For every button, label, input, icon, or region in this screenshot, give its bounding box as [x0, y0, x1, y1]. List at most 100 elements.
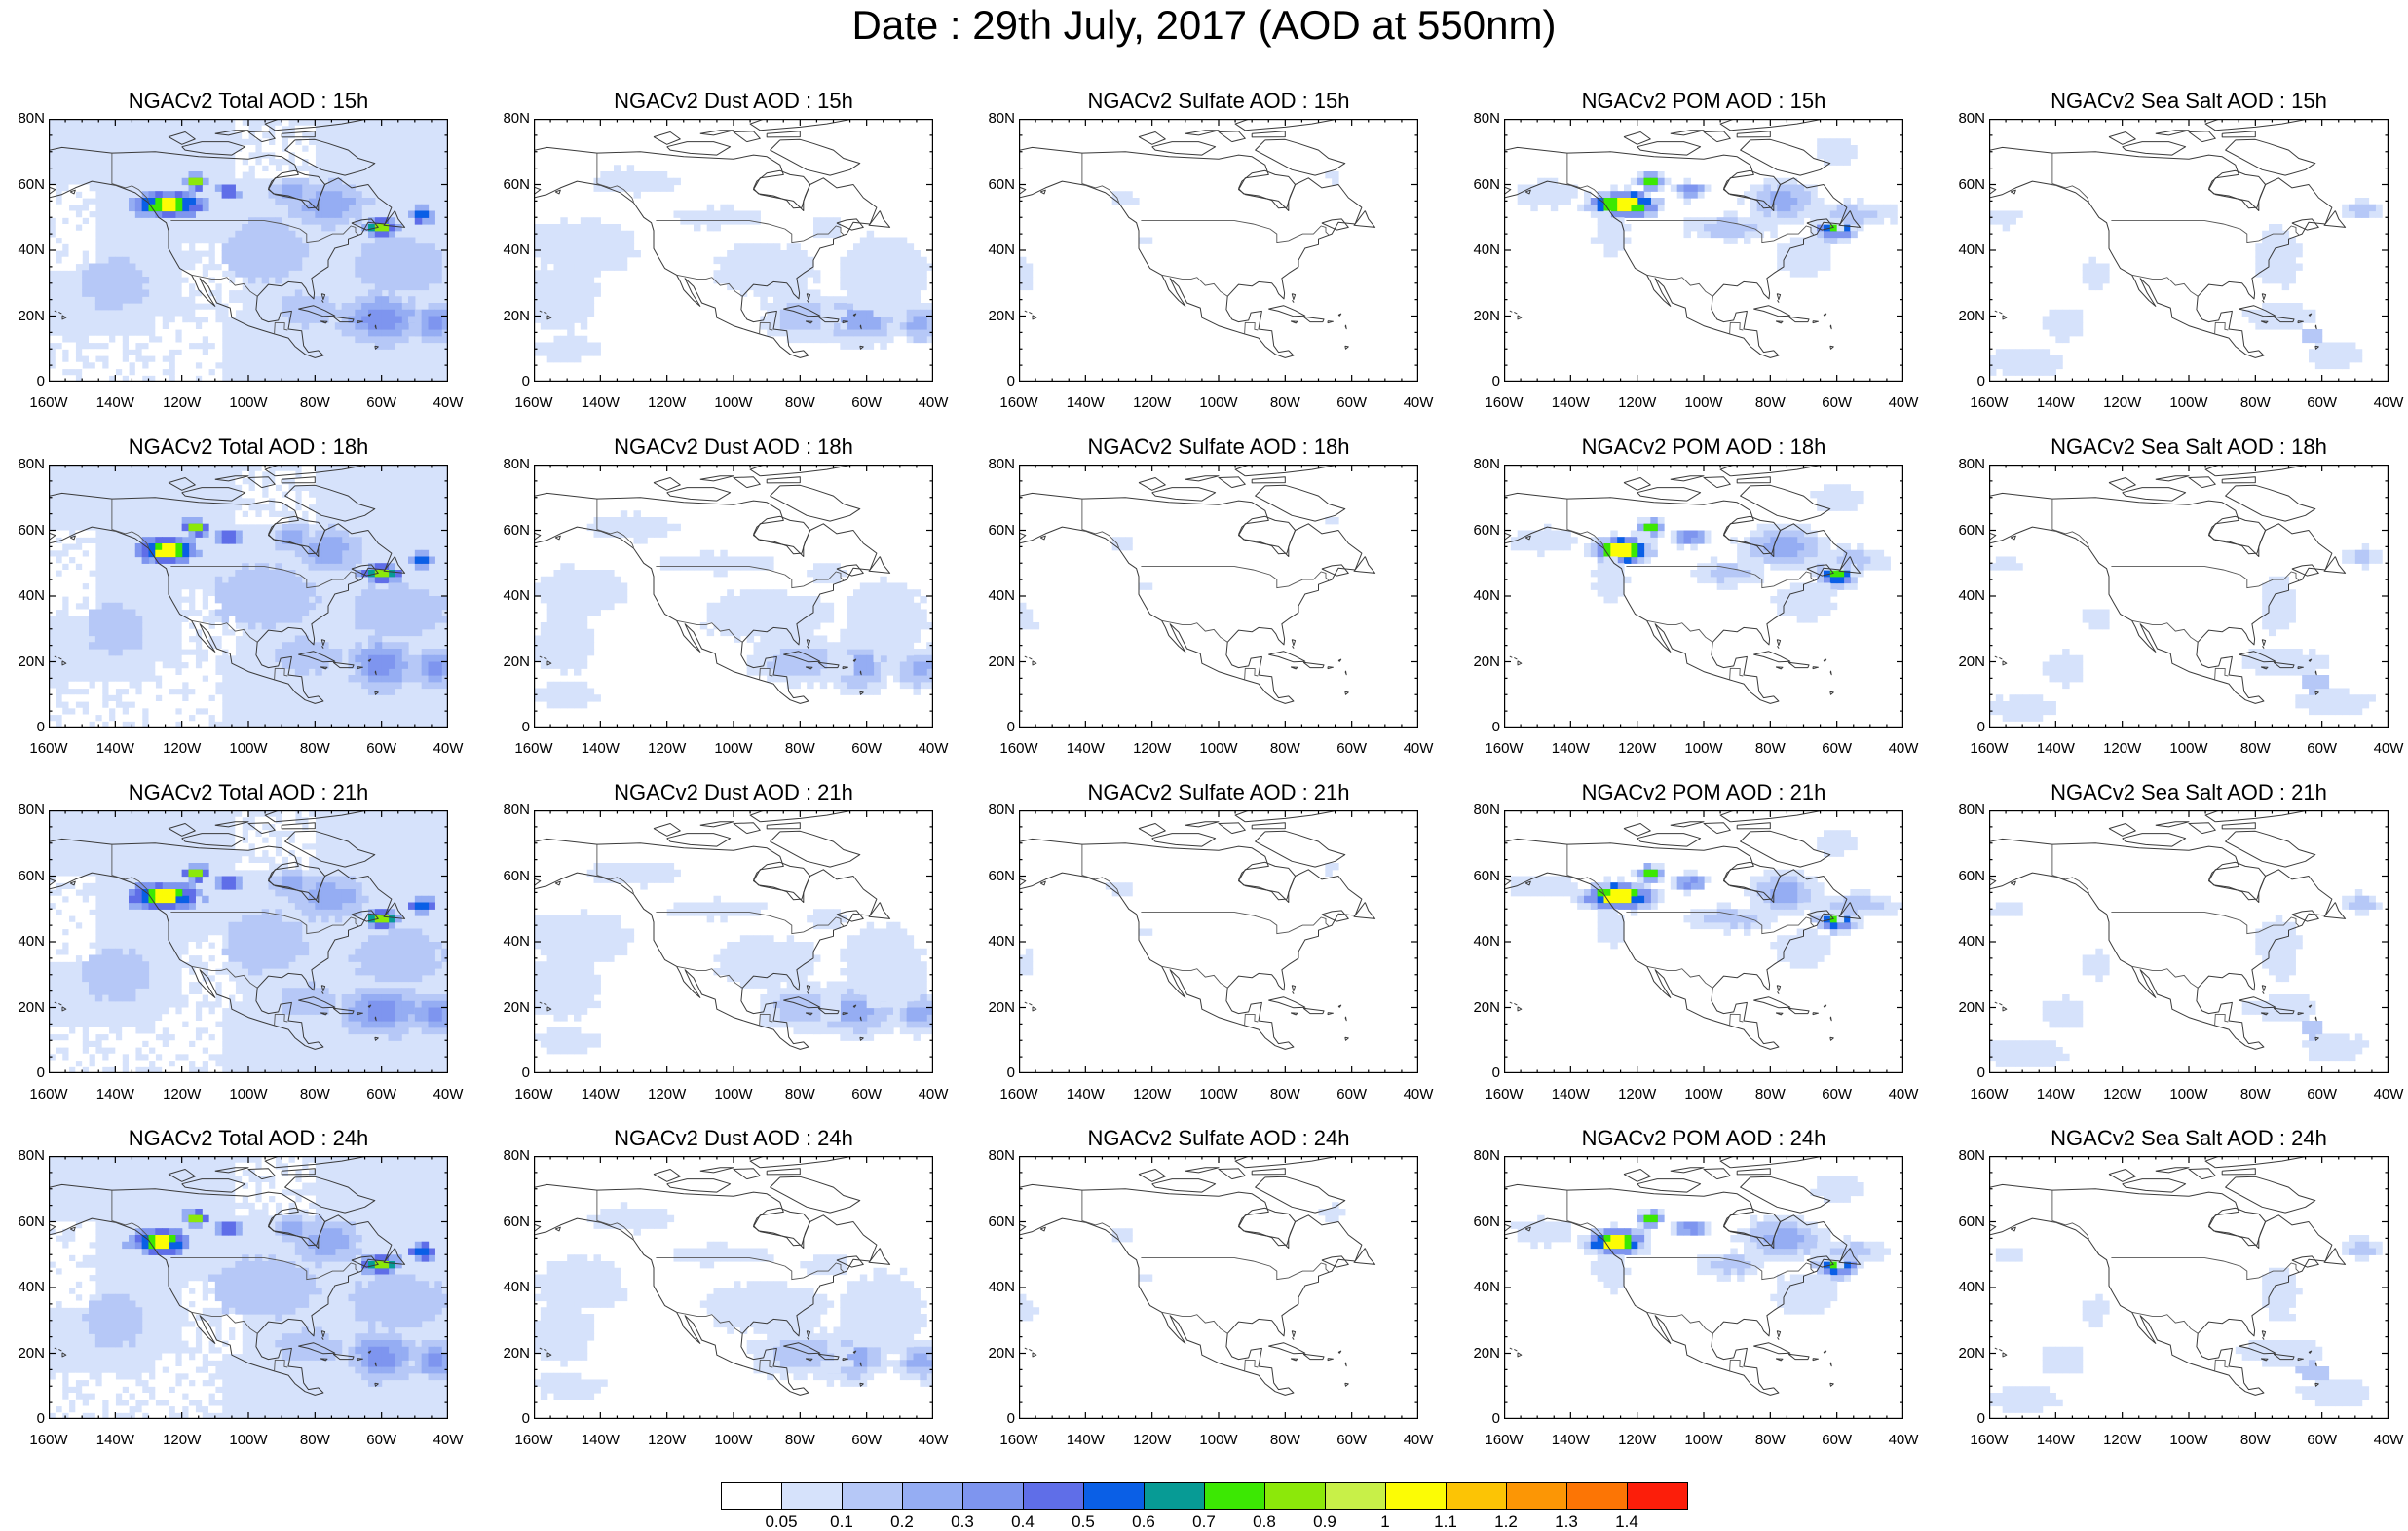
- lon-tick-label: 140W: [2036, 394, 2075, 411]
- country-borders: [596, 153, 845, 335]
- lon-tick-label: 40W: [2373, 394, 2404, 411]
- lat-tick-label: 20N: [18, 653, 45, 670]
- coastline: [1504, 810, 1862, 1050]
- lat-tick-label: 80N: [18, 110, 45, 127]
- lon-tick-label: 80W: [1754, 1432, 1786, 1448]
- colorbar-box: [1083, 1482, 1145, 1510]
- map-panel: NGACv2 Sea Salt AOD : 15h 80N 60N 40N 20N 0 16…: [1950, 90, 2408, 421]
- lat-tick-label: 60N: [1473, 175, 1500, 193]
- lat-tick-label: 20N: [18, 307, 45, 324]
- map-panel: NGACv2 Total AOD : 21h 80N 60N 40N 20N 0 160W 1…: [10, 781, 477, 1112]
- lon-tick-label: 140W: [1551, 740, 1590, 757]
- aod-field: [1989, 543, 2383, 722]
- map-panel: NGACv2 Total AOD : 18h 80N 60N 40N 20N 0 160W 1…: [10, 435, 477, 766]
- lat-tick-label: 20N: [18, 998, 45, 1016]
- lon-tick-label: 60W: [366, 394, 397, 411]
- lon-tick-label: 100W: [229, 740, 268, 757]
- lon-tick-label: 100W: [714, 1432, 753, 1448]
- map-panel: NGACv2 Total AOD : 15h 80N 60N 40N 20N 0 160W 1…: [10, 90, 477, 421]
- lat-tick-label: 80N: [1958, 110, 1985, 127]
- lon-tick-label: 140W: [1551, 394, 1590, 411]
- coastline: [534, 810, 891, 1050]
- lon-tick-label: 60W: [2307, 1086, 2338, 1102]
- panel-title: NGACv2 Sulfate AOD : 18h: [1087, 434, 1350, 459]
- lon-tick-label: 140W: [95, 740, 134, 757]
- panel-title: NGACv2 Sea Salt AOD : 18h: [2051, 434, 2327, 459]
- lon-tick-label: 40W: [2373, 740, 2404, 757]
- lon-tick-label: 80W: [1269, 1432, 1300, 1448]
- panel-title: NGACv2 Dust AOD : 15h: [614, 89, 853, 113]
- lon-tick-label: 120W: [2103, 1086, 2142, 1102]
- lat-tick-label: 20N: [503, 998, 530, 1016]
- lat-tick-label: 60N: [18, 175, 45, 193]
- aod-field: [1510, 1176, 1891, 1315]
- map-panel: NGACv2 Dust AOD : 24h 80N 60N 40N 20N 0 160W 14…: [495, 1127, 962, 1458]
- aod-field: [1989, 198, 2383, 376]
- lat-tick-label: 80N: [988, 456, 1015, 472]
- lon-tick-label: 100W: [229, 1432, 268, 1448]
- aod-map: [1019, 1156, 1418, 1419]
- panel-title: NGACv2 POM AOD : 18h: [1581, 434, 1826, 459]
- lon-tick-label: 60W: [1822, 740, 1853, 757]
- lon-tick-label: 80W: [1269, 740, 1300, 757]
- lon-tick-label: 160W: [29, 1432, 68, 1448]
- colorbar-label: 1: [1380, 1512, 1390, 1531]
- panel-title: NGACv2 Sea Salt AOD : 24h: [2051, 1126, 2327, 1150]
- lon-tick-label: 60W: [2307, 1432, 2338, 1448]
- colorbar-box: [902, 1482, 963, 1510]
- lat-tick-label: 20N: [18, 1344, 45, 1362]
- aod-map: [1019, 810, 1418, 1073]
- axis-ticks: [1019, 119, 1418, 382]
- lon-tick-label: 60W: [851, 1086, 883, 1102]
- lon-tick-label: 40W: [918, 1086, 949, 1102]
- lat-tick-label: 0: [1491, 1410, 1500, 1427]
- aod-field: [1989, 889, 2383, 1067]
- lat-tick-label: 0: [1976, 1410, 1985, 1427]
- map-frame: [1989, 119, 2389, 382]
- lon-tick-label: 40W: [433, 1086, 464, 1102]
- aod-field: [534, 863, 933, 1055]
- lat-tick-label: 80N: [1473, 802, 1500, 818]
- lat-tick-label: 40N: [988, 242, 1015, 258]
- coastline: [49, 465, 406, 704]
- lat-tick-label: 60N: [988, 175, 1015, 193]
- colorbar-label: 1.4: [1615, 1512, 1638, 1531]
- country-borders: [596, 1190, 845, 1372]
- lat-tick-label: 20N: [988, 307, 1015, 324]
- lat-tick-label: 60N: [988, 521, 1015, 539]
- panel-title: NGACv2 Dust AOD : 18h: [614, 434, 853, 459]
- aod-map: [1019, 119, 1418, 382]
- aod-map: [534, 810, 933, 1073]
- lat-tick-label: 40N: [503, 242, 530, 258]
- lat-tick-label: 60N: [988, 867, 1015, 884]
- coastline: [1989, 465, 2347, 704]
- map-panel: NGACv2 Sulfate AOD : 21h 80N 60N 40N 20N 0 160…: [980, 781, 1448, 1112]
- country-borders: [111, 153, 359, 335]
- lat-tick-label: 80N: [988, 110, 1015, 127]
- lon-tick-label: 40W: [1888, 1432, 1919, 1448]
- lat-tick-label: 60N: [1958, 175, 1985, 193]
- lat-tick-label: 60N: [988, 1213, 1015, 1230]
- lat-tick-label: 0: [36, 1064, 45, 1081]
- aod-field: [1019, 863, 1339, 976]
- lon-tick-label: 100W: [2169, 394, 2208, 411]
- lat-tick-label: 80N: [503, 1147, 530, 1164]
- lat-tick-label: 0: [1491, 719, 1500, 735]
- lon-tick-label: 120W: [163, 740, 202, 757]
- map-panel: NGACv2 POM AOD : 18h 80N 60N 40N 20N 0 160W 140…: [1465, 435, 1933, 766]
- map-frame: [534, 1156, 933, 1419]
- lon-tick-label: 80W: [1754, 740, 1786, 757]
- colorbar-box: [1627, 1482, 1688, 1510]
- lon-tick-label: 100W: [714, 740, 753, 757]
- map-frame: [1019, 810, 1418, 1073]
- lat-tick-label: 0: [1006, 1410, 1015, 1427]
- lon-tick-label: 80W: [784, 740, 815, 757]
- lon-tick-label: 80W: [2239, 1086, 2271, 1102]
- country-borders: [1566, 844, 1815, 1027]
- map-frame: [49, 810, 448, 1073]
- lon-tick-label: 120W: [163, 394, 202, 411]
- lon-tick-label: 40W: [2373, 1432, 2404, 1448]
- panel-title: NGACv2 Dust AOD : 24h: [614, 1126, 853, 1150]
- lon-tick-label: 120W: [2103, 394, 2142, 411]
- lon-tick-label: 60W: [1336, 394, 1368, 411]
